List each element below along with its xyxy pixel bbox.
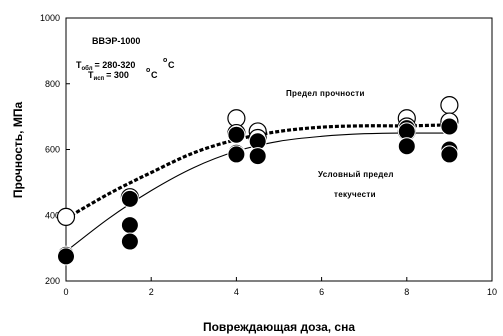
axes: 0 2 4 6 8 10 200 400 600 800 1000	[40, 13, 497, 297]
test-temp-symbol: T	[88, 70, 94, 80]
yield-strength-label-line2: текучести	[334, 190, 376, 199]
yield-strength-point	[227, 145, 246, 164]
test-degree: o	[146, 67, 150, 74]
yield-strength-label-line1: Условный предел	[318, 170, 394, 179]
x-tick-label: 6	[319, 287, 324, 297]
ultimate-strength-label: Предел прочности	[286, 89, 365, 98]
irradiation-celsius: C	[168, 60, 175, 70]
yield-strength-point	[248, 147, 267, 166]
test-celsius: C	[151, 70, 158, 80]
x-axis-title: Повреждающая доза, сна	[203, 320, 355, 334]
irradiation-temp-subscript: обл	[82, 65, 93, 72]
x-tick-label: 10	[487, 287, 497, 297]
data-markers	[56, 96, 459, 266]
irradiation-temp-value: = 280-320	[95, 60, 136, 70]
ultimate-strength-point	[56, 207, 76, 226]
y-tick-label: 200	[45, 276, 60, 286]
yield-strength-point	[120, 232, 139, 251]
y-tick-label: 800	[45, 79, 60, 89]
irradiation-temp-symbol: T	[76, 60, 82, 70]
y-axis-title: Прочность, МПа	[11, 102, 25, 199]
yield-strength-point	[397, 137, 416, 156]
ultimate-strength-point	[440, 96, 459, 115]
test-temp-label: Tисп = 300	[88, 70, 129, 82]
irradiation-temp-label: Tобл = 280-320	[76, 60, 135, 72]
material-label: ВВЭР-1000	[92, 36, 140, 46]
yield-strength-point	[440, 145, 459, 164]
irradiation-degree: o	[163, 57, 167, 64]
y-tick-label: 400	[45, 210, 60, 220]
x-tick-label: 0	[63, 287, 68, 297]
x-tick-label: 8	[404, 287, 409, 297]
yield-strength-point	[57, 247, 75, 266]
x-tick-label: 2	[149, 287, 154, 297]
y-tick-label: 600	[45, 145, 60, 155]
test-temp-subscript: исп	[94, 76, 105, 82]
yield-strength-point	[440, 117, 459, 136]
y-tick-label: 1000	[40, 13, 60, 23]
yield-strength-point	[120, 216, 139, 235]
test-temp-value: = 300	[106, 70, 129, 80]
yield-strength-point	[227, 125, 246, 144]
yield-strength-point	[120, 189, 139, 208]
x-tick-label: 4	[234, 287, 239, 297]
